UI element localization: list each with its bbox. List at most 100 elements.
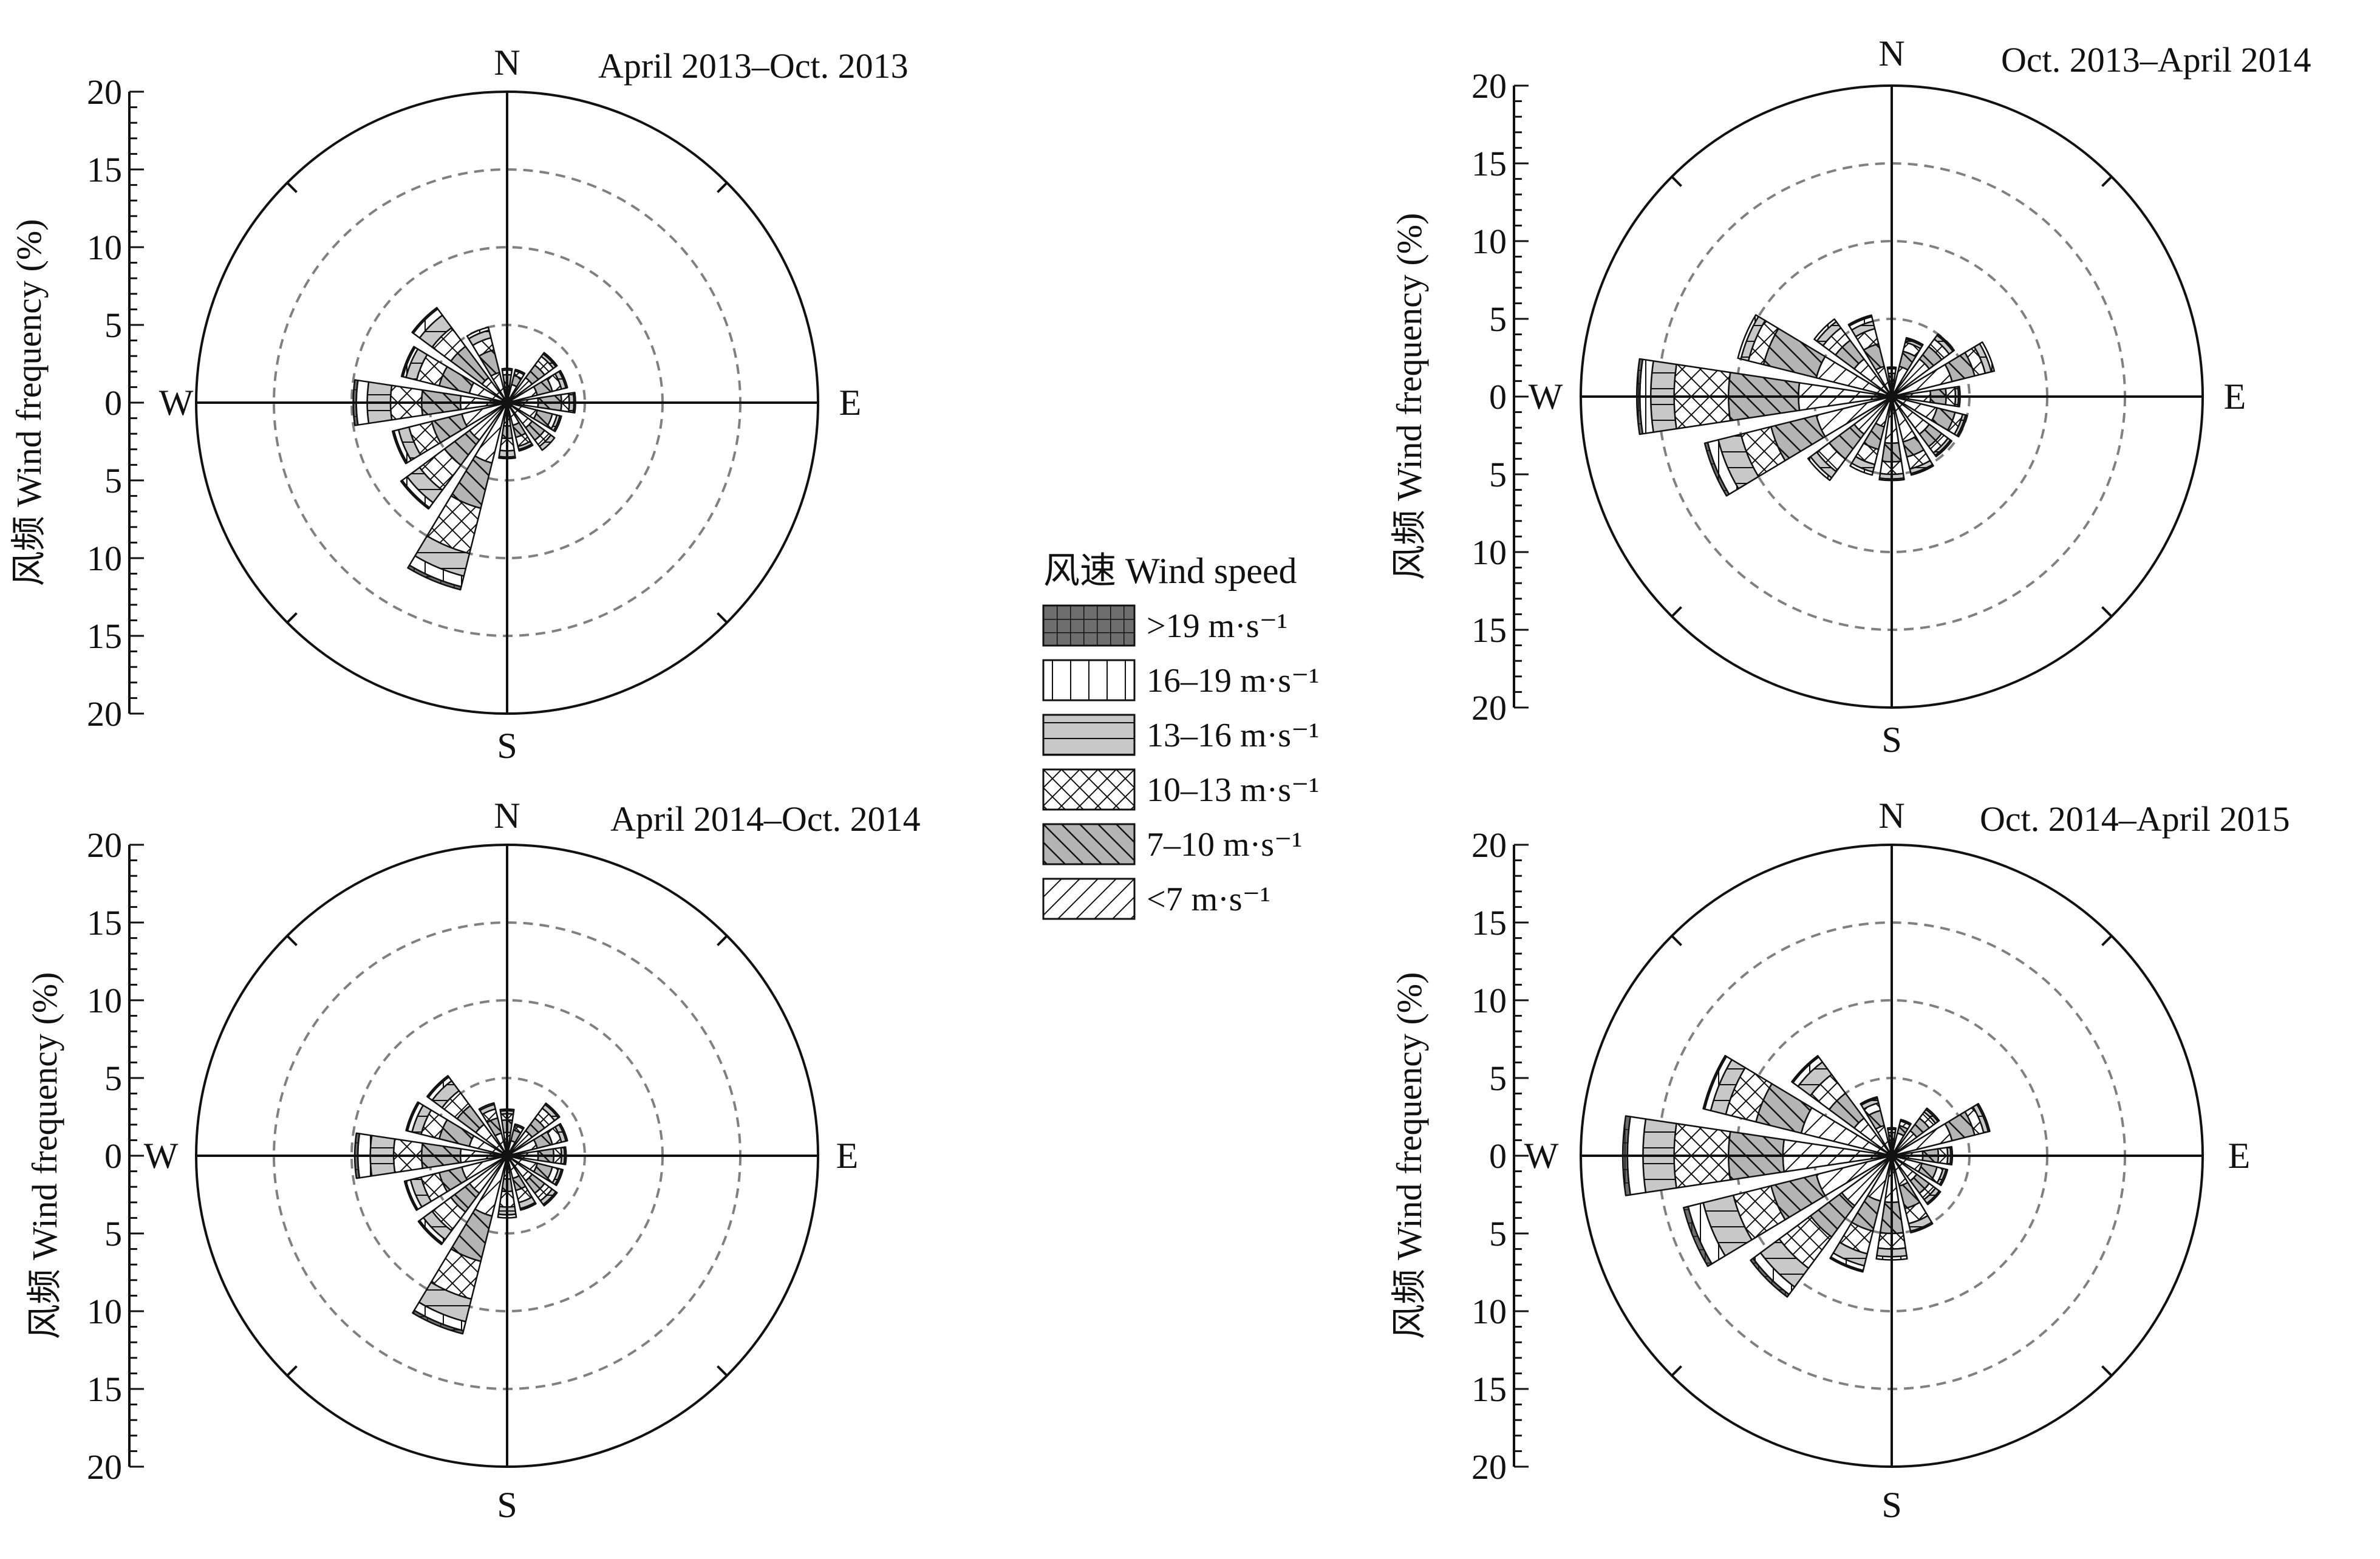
panel-2-tick-bottom-2: 15 [1471,610,1507,650]
panel-3-tick-bottom-2: 15 [87,1370,122,1409]
panel-2-tick-bottom-3: 20 [1471,688,1507,728]
panel-3-bar-292.5-gt19 [405,1101,420,1132]
panel-3-bar-315-gt19 [426,1075,450,1099]
panel-1-title: April 2013–Oct. 2013 [598,46,909,86]
panel-4-bar-337.5-16-19 [1860,1096,1878,1106]
panel-1-bars [352,307,576,591]
legend-label-7-10: 7–10 m·s⁻¹ [1147,826,1302,864]
panel-1-tick-bottom-0: 5 [104,461,122,500]
panel-3-tick-top-0: 20 [87,825,122,865]
legend-label-10-13: 10–13 m·s⁻¹ [1147,771,1319,809]
panel-2-bars [1635,314,1996,497]
panel-2-bar-45-16-19 [1936,333,1955,352]
panel-4-tick-bottom-0: 5 [1489,1214,1507,1254]
legend-item-lt7: <7 m·s⁻¹ [1042,878,1270,920]
legend-swatch-7-10 [1042,823,1136,865]
panel-1-y-axis: 20 15 10 5 0 5 10 15 20 [87,72,144,734]
panel-2-bar-315-16-19 [1813,318,1837,342]
legend-swatch-13-16 [1042,714,1136,756]
panel-4-bar-67.5-16-19 [1976,1103,1991,1133]
panel-2-center [1886,391,1898,403]
panel-2-tick-top-4: 0 [1489,377,1507,417]
panel-1-y-label: 风频 Wind frequency (%) [9,219,49,587]
panel-4-tick-135 [2101,1365,2113,1377]
panel-3-bar-22.5-13-16 [514,1123,525,1130]
panel-4-bar-157.5-16-19 [1909,1221,1934,1233]
panel-2-tick-top-2: 10 [1471,222,1507,261]
panel-4-tick-45 [2101,935,2113,946]
panel-3-tick-top-2: 10 [87,981,122,1020]
legend-swatch-16-19 [1042,659,1136,701]
panel-4-bar-45-16-19 [1925,1107,1940,1122]
legend-item-7-10: 7–10 m·s⁻¹ [1042,823,1302,865]
panel-3: April 2014–Oct. 2014 N S W E 20 15 10 5 0 5 10… [25,796,921,1525]
panel-3-bar-247.5-gt19 [403,1180,419,1211]
legend-title: 风速 Wind speed [1043,551,1297,591]
panel-2-y-label: 风频 Wind frequency (%) [1389,213,1429,581]
panel-1-compass-s: S [497,726,517,766]
panel-3-compass-w: W [144,1136,179,1176]
panel-2-bar-202.5-16-19 [1849,462,1874,476]
panel-2-bar-225-16-19 [1807,455,1833,482]
panel-1-compass-e: E [839,383,862,423]
panel-2-tick-top-0: 20 [1471,66,1507,106]
panel-4-compass-s: S [1881,1485,1901,1525]
panel-4-tick-bottom-2: 15 [1471,1370,1507,1409]
panel-2-tick-315 [1671,176,1682,187]
panel-1-tick-45 [717,182,728,193]
panel-4-tick-top-3: 5 [1489,1059,1507,1098]
panel-3-tick-top-1: 15 [87,903,122,943]
legend-item-10-13: 10–13 m·s⁻¹ [1042,768,1319,811]
panel-3-compass-s: S [497,1485,517,1525]
panel-3-bars [353,1075,568,1335]
panel-3-compass-e: E [836,1136,859,1176]
panel-3-tick-45 [717,935,728,946]
legend-swatch-lt7 [1042,878,1136,920]
panel-2-compass-e: E [2224,377,2246,417]
panel-2-title: Oct. 2013–April 2014 [2001,40,2311,80]
panel-3-center [501,1150,513,1162]
panel-3-tick-bottom-1: 10 [87,1292,122,1331]
legend-label-13-16: 13–16 m·s⁻¹ [1147,717,1319,754]
panel-3-title: April 2014–Oct. 2014 [610,799,921,839]
panel-2-bar-112.5-16-19 [1956,414,1968,438]
panel-1-bar-247.5-gt19 [391,430,408,465]
panel-3-tick-135 [717,1365,728,1377]
panel-2-bar-247.5-gt19 [1703,442,1730,497]
panel-2-tick-bottom-1: 10 [1471,533,1507,572]
panel-1-tick-top-0: 20 [87,72,122,112]
panel-1-compass-w: W [159,383,194,423]
panel-1-bar-157.5-16-19 [517,443,534,452]
panel-4-bar-135-16-19 [1926,1190,1942,1206]
panel-1-tick-top-3: 5 [104,305,122,345]
panel-2-tick-top-1: 15 [1471,144,1507,183]
panel-1-tick-top-1: 15 [87,150,122,189]
panel-4-tick-top-2: 10 [1471,981,1507,1020]
panel-4-tick-top-0: 20 [1471,825,1507,865]
panel-4-y-axis: 20 15 10 5 0 5 10 15 20 [1471,825,1529,1487]
panel-1-axes [195,90,819,715]
legend: 风速 Wind speed >19 m·s⁻¹ 16–19 m·s⁻¹ 13–1… [1042,551,1319,920]
panel-2-tick-top-3: 5 [1489,299,1507,339]
panel-4-bar-247.5-gt19 [1682,1206,1713,1267]
panel-1-tick-315 [286,182,298,193]
panel-3-tick-225 [286,1365,298,1377]
panel-1-bar-315-gt19 [411,307,439,335]
panel-2-bar-337.5-gt19 [1847,314,1873,327]
panel-2-tick-135 [2101,606,2113,618]
panel-2-bar-292.5-16-19 [1737,314,1759,360]
panel-4-bar-292.5-gt19 [1702,1054,1728,1110]
panel-4-axes [1580,844,2204,1468]
panel-3-bar-45-16-19 [544,1102,561,1119]
panel-3-tick-bottom-0: 5 [104,1214,122,1254]
panel-2-tick-225 [1671,606,1682,618]
panel-3-bar-157.5-16-19 [519,1201,537,1211]
panel-4-y-label: 风频 Wind frequency (%) [1389,972,1429,1340]
panel-2-bar-135-16-19 [1934,439,1953,458]
panel-1-tick-top-2: 10 [87,228,122,267]
panel-2: Oct. 2013–April 2014 N S W E 20 15 10 5 0 5 10… [1389,33,2311,760]
panel-4-bars [1621,1054,1991,1298]
panel-2-bar-22.5-16-19 [1905,336,1924,347]
panel-4-bar-315-gt19 [1791,1055,1819,1083]
